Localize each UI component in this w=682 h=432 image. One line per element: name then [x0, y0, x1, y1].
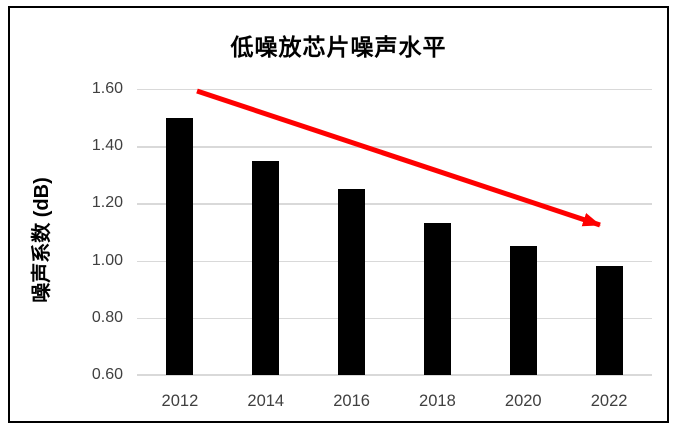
gridline [137, 89, 652, 91]
x-tick-label: 2022 [590, 392, 628, 410]
chart-frame: 低噪放芯片噪声水平 噪声系数 (dB) 1.60 1.40 1.20 1.00 0.80… [8, 6, 669, 423]
bar-2020 [509, 246, 537, 375]
y-tick-label: 0.80 [91, 308, 123, 326]
x-tick-label: 2014 [247, 392, 285, 410]
y-tick-label: 1.60 [91, 80, 123, 97]
gridline [137, 317, 652, 320]
plot-area [137, 89, 652, 376]
y-tick-label: 0.60 [91, 366, 123, 383]
chart-title: 低噪放芯片噪声水平 [230, 34, 447, 60]
bar-2014 [252, 160, 280, 375]
gridline [137, 146, 652, 148]
y-tick-label: 1.40 [91, 137, 123, 155]
x-axis-line [137, 374, 652, 376]
gridline [137, 260, 652, 262]
bar-2012 [166, 117, 194, 375]
y-tick-label: 1.20 [91, 194, 123, 212]
bar-2016 [338, 189, 366, 375]
x-tick-label: 2020 [504, 392, 542, 410]
x-tick-label: 2012 [161, 392, 199, 410]
bar-2018 [423, 223, 451, 375]
bar-2022 [595, 266, 623, 375]
y-tick-label: 1.00 [91, 251, 123, 269]
gridline [137, 203, 652, 205]
x-tick-label: 2016 [333, 392, 370, 410]
x-tick-label: 2018 [419, 392, 456, 410]
